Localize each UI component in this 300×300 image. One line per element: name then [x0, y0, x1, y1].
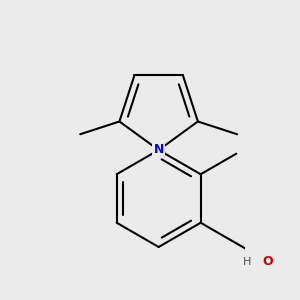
- Text: H: H: [243, 256, 251, 266]
- Text: O: O: [262, 255, 273, 268]
- Text: N: N: [154, 143, 164, 157]
